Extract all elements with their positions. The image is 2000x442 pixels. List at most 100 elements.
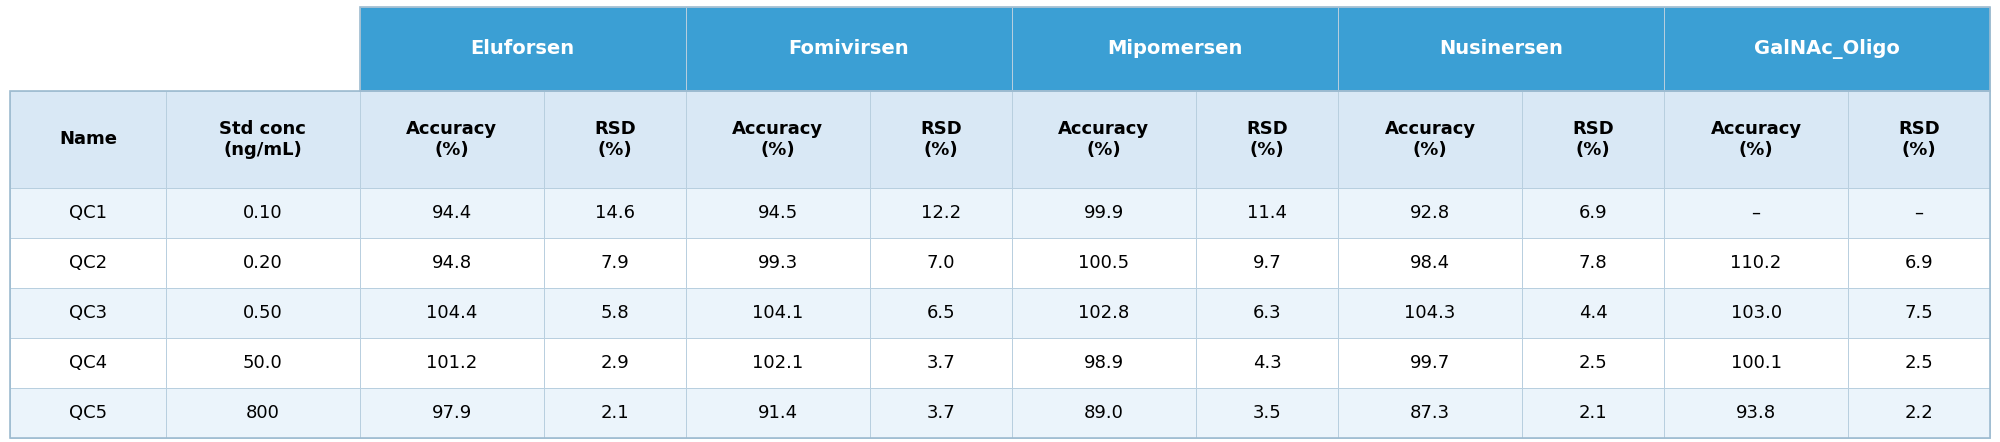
Bar <box>10 388 166 438</box>
Bar <box>1848 91 1990 187</box>
Text: 92.8: 92.8 <box>1410 204 1450 221</box>
Bar <box>10 238 166 288</box>
Text: 2.1: 2.1 <box>600 404 630 422</box>
Bar <box>544 238 686 288</box>
Text: Accuracy
(%): Accuracy (%) <box>732 120 824 159</box>
Bar <box>870 238 1012 288</box>
Bar <box>1664 338 1848 388</box>
Text: 104.4: 104.4 <box>426 304 478 322</box>
Text: 94.5: 94.5 <box>758 204 798 221</box>
Text: Eluforsen: Eluforsen <box>470 39 574 58</box>
Text: 93.8: 93.8 <box>1736 404 1776 422</box>
Bar <box>686 288 870 338</box>
Bar <box>360 91 544 187</box>
Text: 2.5: 2.5 <box>1904 354 1934 372</box>
Bar <box>1664 187 1848 238</box>
Bar <box>166 187 360 238</box>
Bar <box>360 187 544 238</box>
Text: 98.4: 98.4 <box>1410 254 1450 272</box>
Bar <box>10 91 166 187</box>
Bar <box>870 338 1012 388</box>
Bar <box>1848 187 1990 238</box>
Text: 2.9: 2.9 <box>600 354 630 372</box>
Bar <box>1664 288 1848 338</box>
Text: 4.3: 4.3 <box>1252 354 1282 372</box>
Bar <box>1522 338 1664 388</box>
Text: 12.2: 12.2 <box>920 204 960 221</box>
Bar <box>1196 238 1338 288</box>
Text: 5.8: 5.8 <box>600 304 630 322</box>
Text: 99.9: 99.9 <box>1084 204 1124 221</box>
Text: 110.2: 110.2 <box>1730 254 1782 272</box>
Text: 100.1: 100.1 <box>1730 354 1782 372</box>
Bar <box>686 238 870 288</box>
Text: Accuracy
(%): Accuracy (%) <box>1384 120 1476 159</box>
Bar <box>1196 91 1338 187</box>
Bar <box>360 288 544 338</box>
Bar <box>10 338 166 388</box>
Bar <box>1012 238 1196 288</box>
Bar <box>1848 338 1990 388</box>
Text: QC1: QC1 <box>68 204 106 221</box>
Text: 102.8: 102.8 <box>1078 304 1130 322</box>
Text: 98.9: 98.9 <box>1084 354 1124 372</box>
Bar <box>1522 91 1664 187</box>
Bar <box>1196 187 1338 238</box>
Text: 91.4: 91.4 <box>758 404 798 422</box>
Bar <box>166 388 360 438</box>
Text: 94.8: 94.8 <box>432 254 472 272</box>
Bar <box>166 238 360 288</box>
Text: 87.3: 87.3 <box>1410 404 1450 422</box>
Bar <box>1338 91 1522 187</box>
Bar <box>1196 338 1338 388</box>
Text: 3.5: 3.5 <box>1252 404 1282 422</box>
Text: 94.4: 94.4 <box>432 204 472 221</box>
Bar <box>360 388 544 438</box>
Bar <box>1664 388 1848 438</box>
Bar <box>1012 338 1196 388</box>
Bar <box>1338 238 1522 288</box>
Bar <box>1664 238 1848 288</box>
Text: –: – <box>1752 204 1760 221</box>
Text: 89.0: 89.0 <box>1084 404 1124 422</box>
Text: RSD
(%): RSD (%) <box>1898 120 1940 159</box>
Bar <box>1522 187 1664 238</box>
Bar <box>166 338 360 388</box>
Bar <box>686 91 870 187</box>
Bar <box>1338 338 1522 388</box>
Text: Fomivirsen: Fomivirsen <box>788 39 910 58</box>
Bar <box>360 7 1990 91</box>
Text: RSD
(%): RSD (%) <box>1572 120 1614 159</box>
Text: 6.3: 6.3 <box>1252 304 1282 322</box>
Text: 7.0: 7.0 <box>926 254 956 272</box>
Bar <box>360 7 686 91</box>
Bar <box>166 288 360 338</box>
Bar <box>1012 91 1196 187</box>
Bar <box>1522 288 1664 338</box>
Bar <box>686 388 870 438</box>
Bar <box>1012 187 1196 238</box>
Bar <box>686 338 870 388</box>
Bar <box>544 338 686 388</box>
Text: 7.5: 7.5 <box>1904 304 1934 322</box>
Text: 104.3: 104.3 <box>1404 304 1456 322</box>
Bar <box>10 288 166 338</box>
Text: 2.1: 2.1 <box>1578 404 1608 422</box>
Text: RSD
(%): RSD (%) <box>920 120 962 159</box>
Bar <box>1522 388 1664 438</box>
Text: 2.2: 2.2 <box>1904 404 1934 422</box>
Text: 97.9: 97.9 <box>432 404 472 422</box>
Text: RSD
(%): RSD (%) <box>594 120 636 159</box>
Text: 101.2: 101.2 <box>426 354 478 372</box>
Bar <box>10 91 1990 438</box>
Text: 6.9: 6.9 <box>1578 204 1608 221</box>
Text: 7.9: 7.9 <box>600 254 630 272</box>
Text: 100.5: 100.5 <box>1078 254 1130 272</box>
Text: 800: 800 <box>246 404 280 422</box>
Text: 102.1: 102.1 <box>752 354 804 372</box>
Bar <box>1196 288 1338 338</box>
Text: 14.6: 14.6 <box>594 204 634 221</box>
Bar <box>544 187 686 238</box>
Bar <box>1848 388 1990 438</box>
Bar <box>544 288 686 338</box>
